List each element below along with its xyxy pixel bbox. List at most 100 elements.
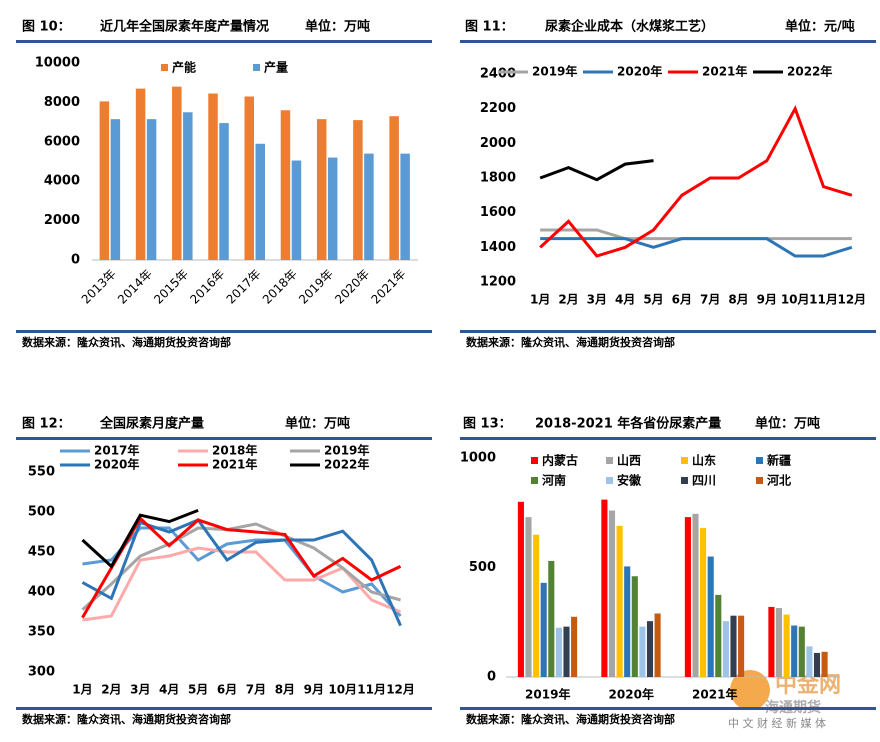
legend-swatch (531, 457, 538, 464)
x-tick-label: 2020年 (332, 267, 372, 307)
x-tick-label: 6月 (672, 293, 692, 307)
bar (172, 86, 182, 260)
x-tick-label: 2015年 (151, 267, 191, 307)
y-tick-label: 300 (28, 665, 55, 680)
bar (400, 153, 410, 260)
x-tick-label: 7月 (700, 293, 720, 307)
x-tick-label: 11月 (809, 293, 838, 307)
legend-label: 四川 (692, 474, 716, 488)
source-note: 数据来源：隆众资讯、海通期货投资咨询部 (22, 335, 231, 349)
bar (183, 112, 193, 260)
chart-title: 全国尿素月度产量 (99, 416, 204, 432)
header-rule (460, 437, 876, 440)
bar (291, 160, 302, 260)
bar (219, 123, 229, 261)
y-tick-label: 1200 (480, 275, 516, 290)
bar (525, 517, 532, 677)
legend-swatch (531, 477, 538, 484)
x-tick-label: 11月 (357, 683, 386, 697)
bar (364, 153, 374, 260)
y-tick-label: 500 (28, 505, 55, 520)
bar (783, 614, 790, 677)
legend-label: 山东 (692, 453, 716, 468)
bar (707, 556, 714, 677)
bar (631, 576, 638, 677)
legend-label: 产量 (264, 60, 288, 75)
y-tick-label: 450 (28, 545, 55, 560)
y-tick-label: 0 (71, 253, 80, 268)
legend-swatch (606, 477, 613, 484)
y-tick-label: 1000 (460, 451, 496, 466)
x-tick-label: 9月 (304, 683, 324, 697)
y-tick-label: 8000 (44, 95, 80, 110)
unit-label: 单位：元/吨 (785, 19, 855, 35)
x-tick-label: 2013年 (79, 267, 119, 307)
legend-label: 2019年 (324, 443, 369, 458)
x-tick-label: 2月 (101, 683, 121, 697)
line (81, 509, 199, 569)
bar (548, 560, 555, 677)
legend-swatch (161, 64, 168, 71)
bar (540, 582, 547, 677)
legend-label: 2022年 (324, 457, 369, 472)
y-tick-label: 10000 (35, 56, 80, 71)
y-tick-label: 6000 (44, 134, 80, 149)
watermark-tagline: 中 文 财 经 新 媒 体 (728, 716, 826, 730)
line (81, 522, 401, 611)
footer-rule (460, 707, 876, 710)
x-tick-label: 7月 (246, 683, 266, 697)
legend-label: 河南 (541, 473, 566, 488)
x-tick-label: 12月 (837, 293, 866, 307)
legend-label: 2021年 (212, 457, 257, 472)
x-tick-label: 5月 (188, 683, 208, 697)
figure-label: 图 13： (463, 417, 512, 432)
legend-label: 安徽 (617, 473, 642, 488)
legend-label: 产能 (172, 60, 196, 75)
y-tick-label: 1800 (480, 171, 516, 186)
x-tick-label: 9月 (757, 293, 777, 307)
x-tick-label: 10月 (328, 683, 357, 697)
y-tick-label: 1400 (480, 240, 516, 255)
figure-label: 图 10： (22, 20, 71, 35)
legend-label: 新疆 (767, 453, 791, 468)
bar (563, 626, 570, 677)
x-tick-label: 4月 (615, 293, 635, 307)
source-note: 数据来源：隆众资讯、海通期货投资咨询部 (22, 712, 231, 726)
x-tick-label: 3月 (587, 293, 607, 307)
legend-label: 2021年 (702, 64, 747, 79)
bar (389, 116, 399, 260)
bar (616, 525, 623, 677)
x-tick-label: 2020年 (609, 687, 654, 702)
bar (533, 534, 540, 677)
x-tick-label: 3月 (130, 683, 150, 697)
y-tick-label: 550 (28, 465, 55, 480)
footer-rule (16, 330, 432, 333)
bar (99, 101, 110, 260)
bar (146, 119, 157, 261)
legend-label: 2018年 (212, 443, 257, 458)
line (539, 159, 654, 182)
x-tick-label: 2017年 (224, 267, 264, 307)
bar (798, 626, 805, 677)
y-tick-label: 1600 (480, 205, 516, 220)
legend-swatch (756, 457, 763, 464)
bar (255, 143, 265, 260)
x-tick-label: 2016年 (187, 267, 227, 307)
bar (135, 88, 146, 260)
x-tick-label: 5月 (643, 293, 663, 307)
y-tick-label: 500 (469, 560, 496, 575)
x-tick-label: 2021年 (692, 687, 737, 702)
legend-swatch (606, 457, 613, 464)
legend-label: 2020年 (94, 457, 139, 472)
bar (715, 594, 722, 677)
bar (316, 119, 327, 261)
y-tick-label: 2000 (480, 136, 516, 151)
bar (208, 93, 218, 260)
y-tick-label: 4000 (44, 174, 80, 189)
x-tick-label: 2018年 (260, 267, 300, 307)
bar (738, 615, 745, 677)
x-tick-label: 2019年 (296, 267, 336, 307)
x-tick-label: 6月 (217, 683, 237, 697)
x-tick-label: 4月 (159, 683, 179, 697)
